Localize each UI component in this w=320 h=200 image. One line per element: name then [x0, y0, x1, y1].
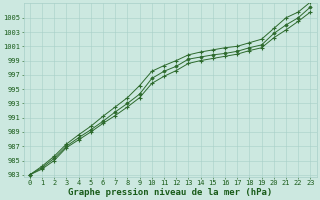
X-axis label: Graphe pression niveau de la mer (hPa): Graphe pression niveau de la mer (hPa) [68, 188, 272, 197]
